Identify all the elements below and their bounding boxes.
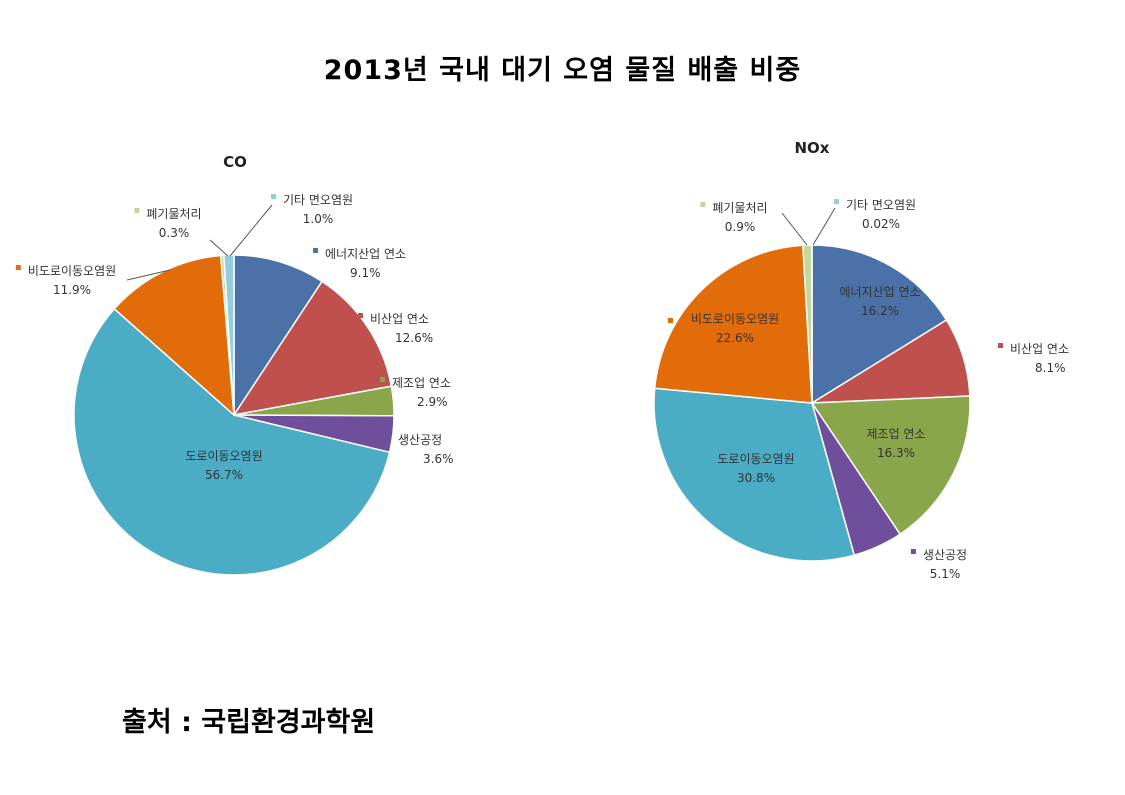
nox-slice-non-road-mobile-sources [653, 244, 813, 404]
nox-legend-marker-non-industrial-combustion [998, 343, 1003, 348]
co-pie-chart: 에너지산업 연소 9.1% 비산업 연소 12.6% 제조업 연소 2.9% 생산공정 3.6… [15, 193, 454, 576]
nox-value-road-mobile-sources: 30.8% [737, 471, 775, 485]
co-label-other-area-sources: 기타 면오염원 [283, 193, 353, 207]
co-value-other-area-sources: 1.0% [303, 212, 334, 226]
co-legend-marker-non-industrial-combustion [358, 313, 363, 318]
co-legend-marker-non-road-mobile-sources [15, 265, 21, 270]
co-leader-line-other-area-sources [229, 204, 273, 257]
co-value-manufacturing-combustion: 2.9% [417, 395, 448, 409]
co-label-road-mobile-sources: 도로이동오염원 [185, 449, 262, 463]
co-value-road-mobile-sources: 56.7% [205, 468, 243, 482]
co-label-waste-treatment: 폐기물처리 [146, 207, 201, 221]
nox-value-waste-treatment: 0.9% [725, 220, 756, 234]
co-slice-non-industrial-combustion [232, 280, 393, 417]
co-slice-other-area-sources [222, 254, 235, 416]
nox-label-non-industrial-combustion: 비산업 연소 [1010, 342, 1069, 356]
nox-leader-line-other-area-sources [812, 207, 836, 246]
co-chart-title: CO [223, 153, 247, 171]
co-slice-energy-industry-combustion [233, 254, 324, 418]
nox-leader-line-waste-treatment [781, 212, 808, 246]
nox-slice-manufacturing-combustion [810, 395, 971, 536]
nox-value-non-road-mobile-sources: 22.6% [716, 331, 754, 345]
co-value-non-road-mobile-sources: 11.9% [53, 283, 91, 297]
nox-label-production-process: 생산공정 [923, 548, 967, 562]
co-leader-line-non-road-mobile-sources [126, 269, 171, 281]
nox-chart-title: NOx [795, 139, 830, 157]
nox-value-production-process: 5.1% [930, 567, 961, 581]
co-value-waste-treatment: 0.3% [159, 226, 190, 240]
nox-slice-energy-industry-combustion [811, 244, 948, 405]
nox-label-non-road-mobile-sources: 비도로이동오염원 [691, 312, 779, 326]
co-value-non-industrial-combustion: 12.6% [395, 331, 433, 345]
co-slice-road-mobile-sources [73, 307, 391, 576]
co-legend-marker-other-area-sources [270, 194, 276, 199]
nox-legend-marker-other-area-sources [833, 199, 839, 204]
nox-value-energy-industry-combustion: 16.2% [861, 304, 899, 318]
page-title: 2013년 국내 대기 오염 물질 배출 비중 [323, 55, 802, 86]
nox-slice-road-mobile-sources [653, 387, 856, 562]
nox-label-road-mobile-sources: 도로이동오염원 [717, 452, 794, 466]
co-value-production-process: 3.6% [423, 452, 454, 466]
co-label-production-process: 생산공정 [398, 433, 442, 447]
co-label-non-industrial-combustion: 비산업 연소 [370, 312, 429, 326]
nox-value-non-industrial-combustion: 8.1% [1035, 361, 1066, 375]
nox-label-waste-treatment: 폐기물처리 [712, 201, 767, 215]
co-legend-marker-waste-treatment [134, 208, 140, 213]
nox-legend-marker-production-process [910, 549, 916, 554]
source-note: 출처 : 국립환경과학원 [122, 707, 376, 738]
co-label-manufacturing-combustion: 제조업 연소 [392, 376, 451, 390]
co-leader-line-waste-treatment [209, 239, 229, 257]
co-label-non-road-mobile-sources: 비도로이동오염원 [28, 264, 116, 278]
nox-label-manufacturing-combustion: 제조업 연소 [866, 427, 925, 441]
co-label-energy-industry-combustion: 에너지산업 연소 [325, 247, 406, 261]
nox-value-manufacturing-combustion: 16.3% [877, 446, 915, 460]
nox-pie-chart: 에너지산업 연소 16.2% 비산업 연소 8.1% 제조업 연소 16.3% 생산공정 5.… [653, 198, 1069, 581]
nox-label-energy-industry-combustion: 에너지산업 연소 [839, 285, 920, 299]
co-value-energy-industry-combustion: 9.1% [350, 266, 381, 280]
co-legend-marker-manufacturing-combustion [380, 377, 385, 382]
nox-legend-marker-waste-treatment [700, 202, 706, 207]
co-legend-marker-production-process [386, 434, 391, 439]
co-legend-marker-energy-industry-combustion [313, 248, 318, 253]
nox-label-other-area-sources: 기타 면오염원 [846, 198, 916, 212]
nox-legend-marker-non-road-mobile-sources [668, 318, 673, 323]
nox-value-other-area-sources: 0.02% [862, 217, 900, 231]
